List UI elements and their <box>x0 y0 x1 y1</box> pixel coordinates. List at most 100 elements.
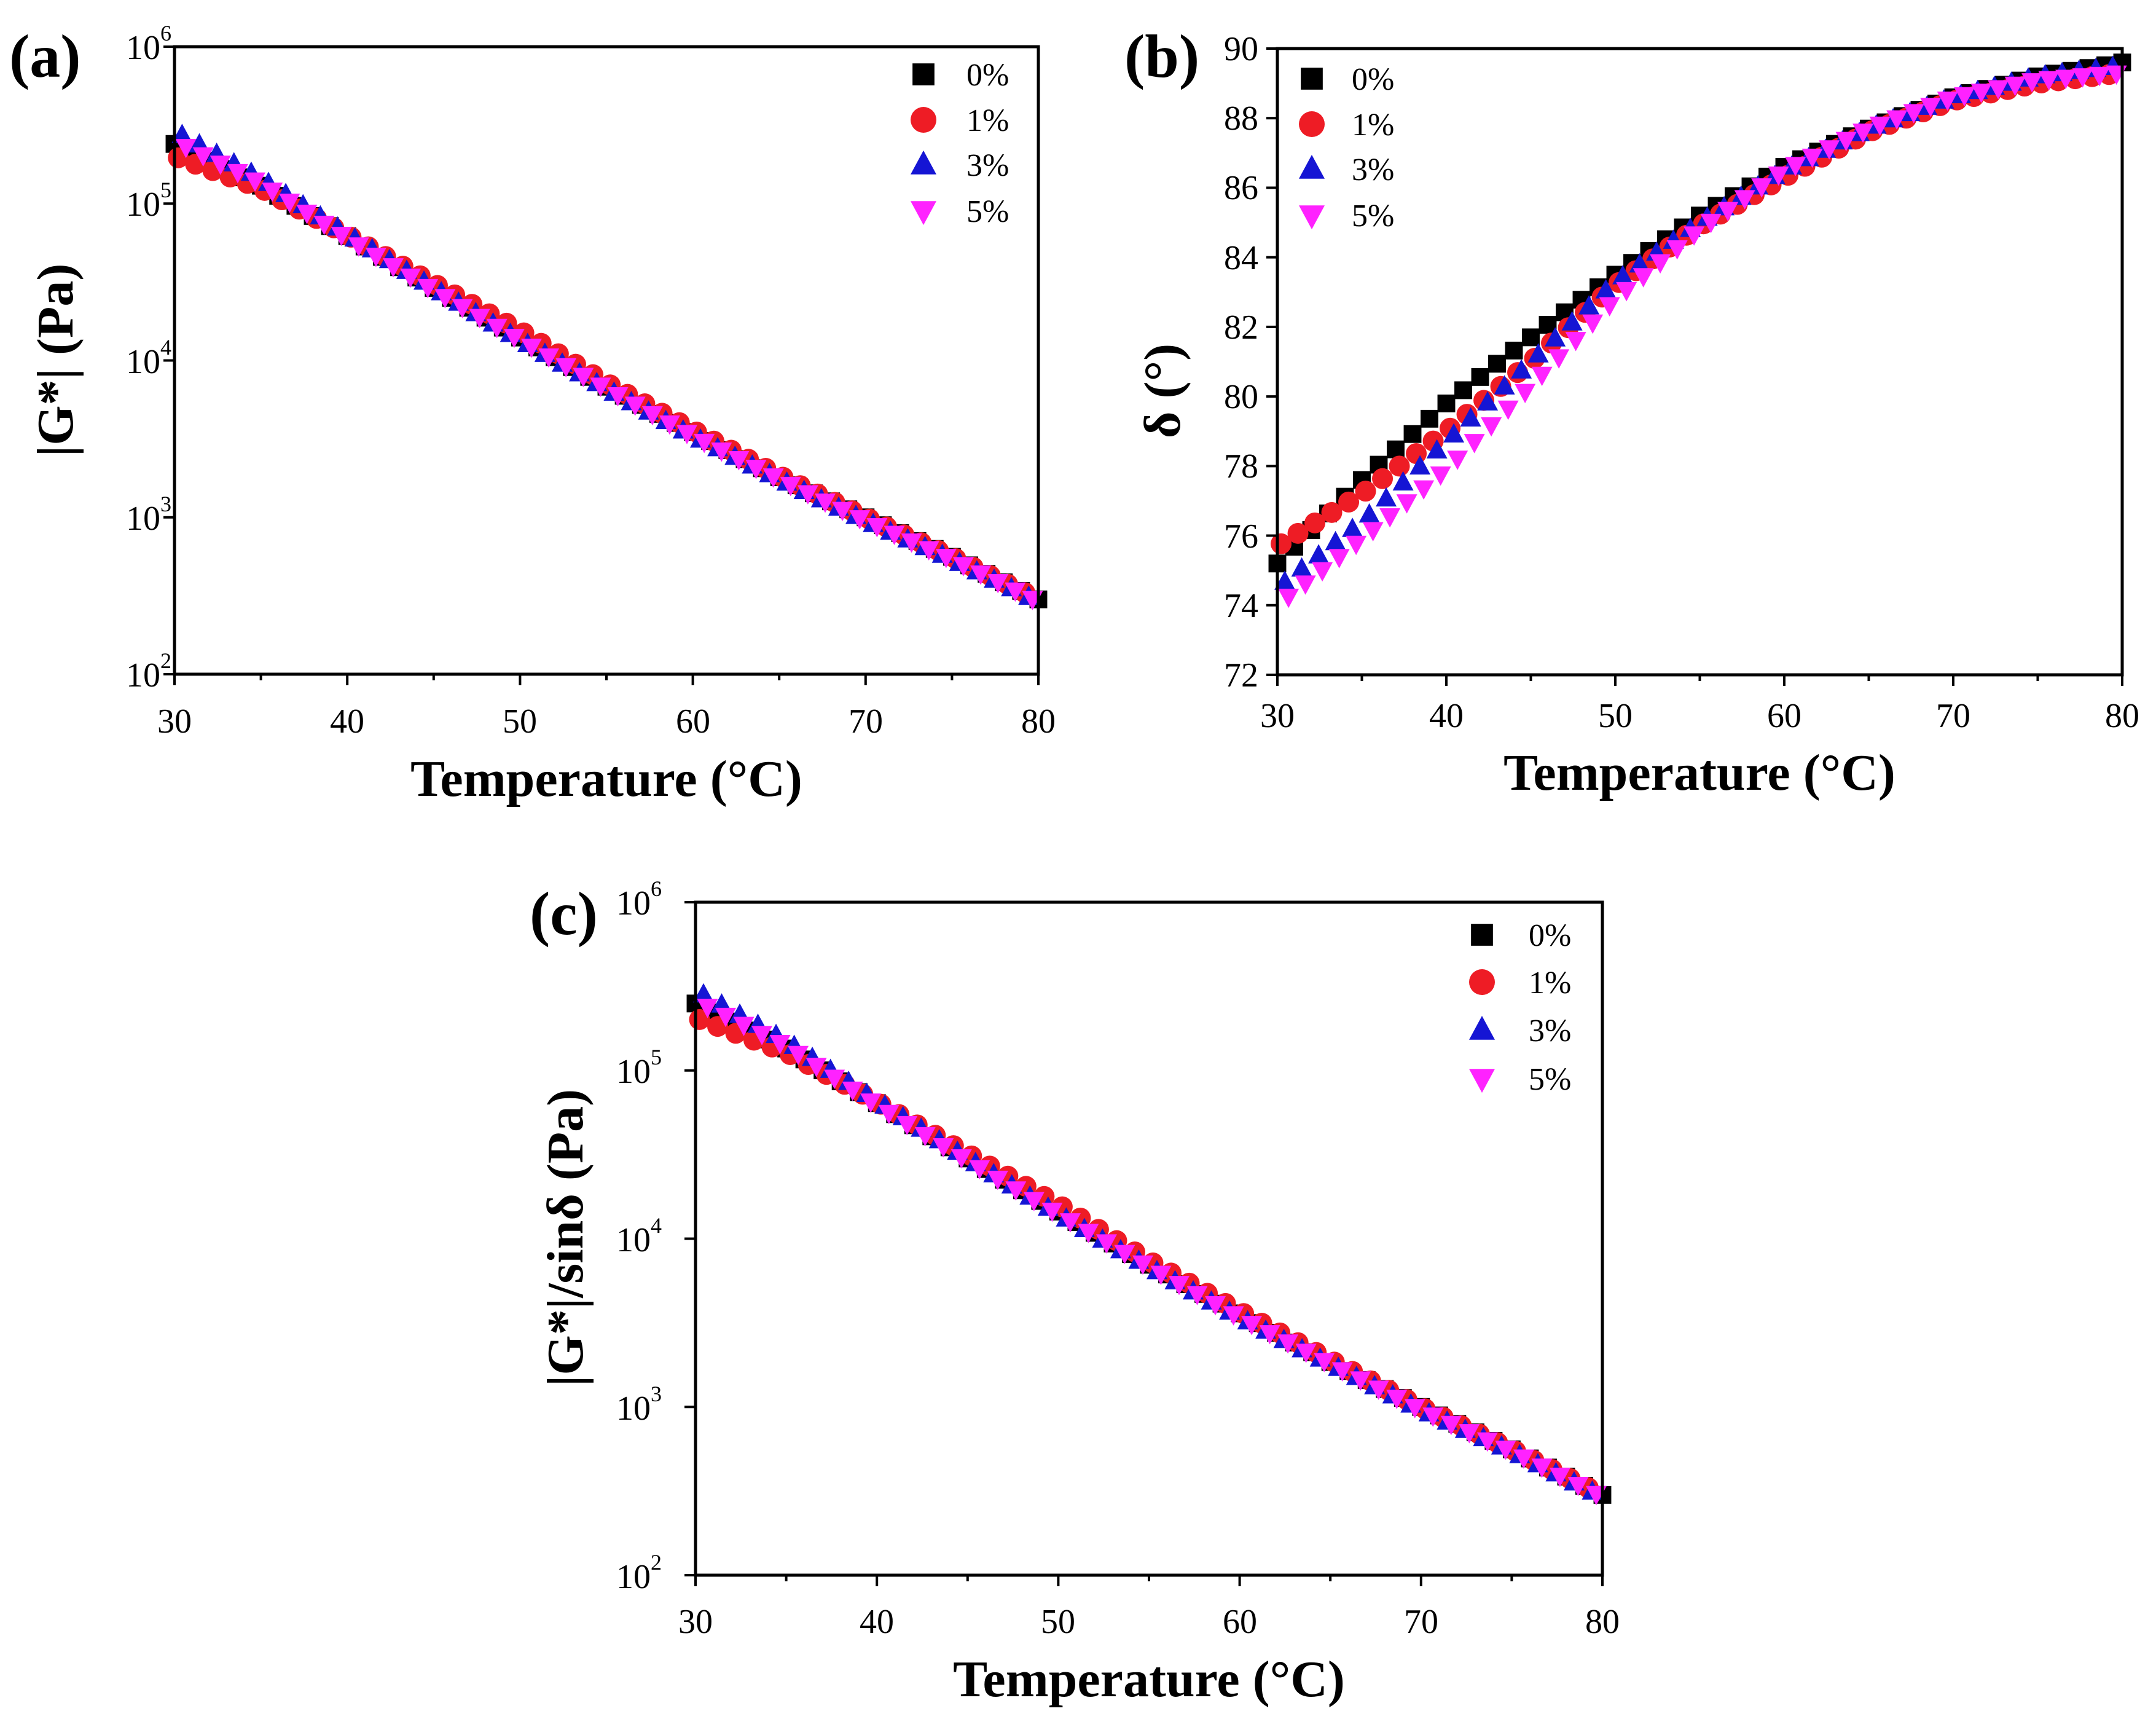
data-point <box>1578 295 1600 315</box>
x-tick-label: 70 <box>1936 697 1970 735</box>
x-tick-label: 40 <box>860 1603 894 1641</box>
legend-marker-triangle-up <box>1469 1015 1495 1040</box>
data-point <box>1522 328 1540 347</box>
data-point <box>1561 311 1583 331</box>
series-5% <box>1278 65 2127 608</box>
data-point <box>1274 570 1296 590</box>
legend-label: 0% <box>966 58 1009 93</box>
data-point <box>1565 332 1586 352</box>
legend-marker-triangle-up <box>911 150 936 175</box>
legend-item: 0% <box>912 58 1009 93</box>
legend-marker-circle <box>911 107 936 133</box>
data-point <box>279 194 300 213</box>
data-point <box>1312 562 1333 582</box>
data-point <box>1447 450 1468 470</box>
data-point <box>1321 502 1343 523</box>
y-tick-label: 86 <box>1224 169 1258 207</box>
data-point <box>486 318 508 339</box>
data-point <box>1582 314 1604 334</box>
legend-label: 3% <box>966 148 1009 183</box>
data-point <box>1505 341 1523 360</box>
data-point <box>969 1160 990 1180</box>
legend-marker-square <box>912 63 935 85</box>
x-tick-label: 70 <box>849 702 883 741</box>
data-point <box>1751 178 1773 198</box>
data-point <box>1684 226 1705 246</box>
data-point <box>1287 522 1309 544</box>
data-point <box>1114 1245 1135 1265</box>
legend-symbol <box>911 150 936 175</box>
x-axis-title-a: Temperature (°C) <box>410 750 802 808</box>
data-point <box>715 1007 737 1028</box>
data-point <box>1295 575 1316 595</box>
data-point <box>175 138 197 159</box>
data-point <box>762 468 784 488</box>
data-point <box>1422 1407 1444 1427</box>
data-point <box>676 425 698 444</box>
data-point <box>1132 1255 1153 1275</box>
data-point <box>1005 1181 1027 1201</box>
data-point <box>1497 400 1519 420</box>
x-axis-title-c: Temperature (°C) <box>953 1651 1345 1708</box>
data-point <box>918 541 939 561</box>
x-tick-label: 30 <box>1260 697 1295 735</box>
data-point <box>1186 1286 1208 1305</box>
data-point <box>935 549 957 568</box>
panel-label-c: (c) <box>530 879 598 948</box>
data-point <box>1495 1441 1516 1460</box>
data-point <box>1150 1265 1172 1285</box>
data-point <box>452 299 473 318</box>
legend-symbol <box>1469 1069 1495 1093</box>
data-point <box>745 460 767 479</box>
y-tick-label: 80 <box>1224 378 1258 416</box>
data-point <box>814 493 836 513</box>
data-point <box>1819 140 1840 160</box>
data-point <box>1459 1424 1480 1444</box>
data-point <box>1379 508 1401 528</box>
plot-frame-b <box>1276 47 2124 677</box>
data-point <box>849 510 871 530</box>
data-point <box>1426 439 1448 459</box>
data-point <box>1346 535 1367 556</box>
legend-c: 0% 1% 3% 5% <box>1469 918 1571 1097</box>
legend-symbol <box>912 63 935 85</box>
data-point <box>1413 480 1435 500</box>
data-point <box>1355 481 1376 502</box>
data-point <box>227 163 248 184</box>
data-point <box>1650 254 1671 274</box>
y-tick-label: 76 <box>1224 517 1258 556</box>
data-point <box>1937 91 1958 111</box>
data-point <box>769 1034 791 1055</box>
data-point <box>555 358 577 378</box>
legend-marker-triangle-down <box>1469 1069 1495 1093</box>
y-tick-label: 90 <box>1224 30 1258 68</box>
legend-symbol <box>911 201 936 226</box>
data-point <box>1633 268 1654 288</box>
legend-label: 0% <box>1529 918 1571 953</box>
data-point <box>987 573 1009 594</box>
data-point <box>1386 1390 1408 1409</box>
data-point <box>1325 530 1346 551</box>
data-point <box>2021 73 2043 93</box>
data-point <box>1291 557 1312 577</box>
data-point <box>382 258 404 278</box>
series-3% <box>171 124 1040 605</box>
x-tick-label: 80 <box>2105 697 2139 735</box>
data-point <box>1595 279 1617 299</box>
x-tick-label: 60 <box>1223 1603 1257 1641</box>
data-point <box>970 565 992 585</box>
y-tick-label: 106 <box>126 21 171 67</box>
data-point <box>1768 166 1789 186</box>
data-point <box>1396 494 1417 514</box>
data-point <box>296 205 318 224</box>
plot-area-b <box>1268 53 2131 608</box>
x-tick-label: 60 <box>1767 697 1801 735</box>
series-3% <box>692 983 1603 1500</box>
data-point <box>171 124 193 143</box>
x-tick-label: 80 <box>1585 1603 1620 1641</box>
data-point <box>590 377 611 397</box>
legend-symbol <box>1299 154 1325 179</box>
data-point <box>434 289 456 309</box>
legend-symbol <box>1471 924 1493 946</box>
x-tick-label: 70 <box>1404 1603 1438 1641</box>
